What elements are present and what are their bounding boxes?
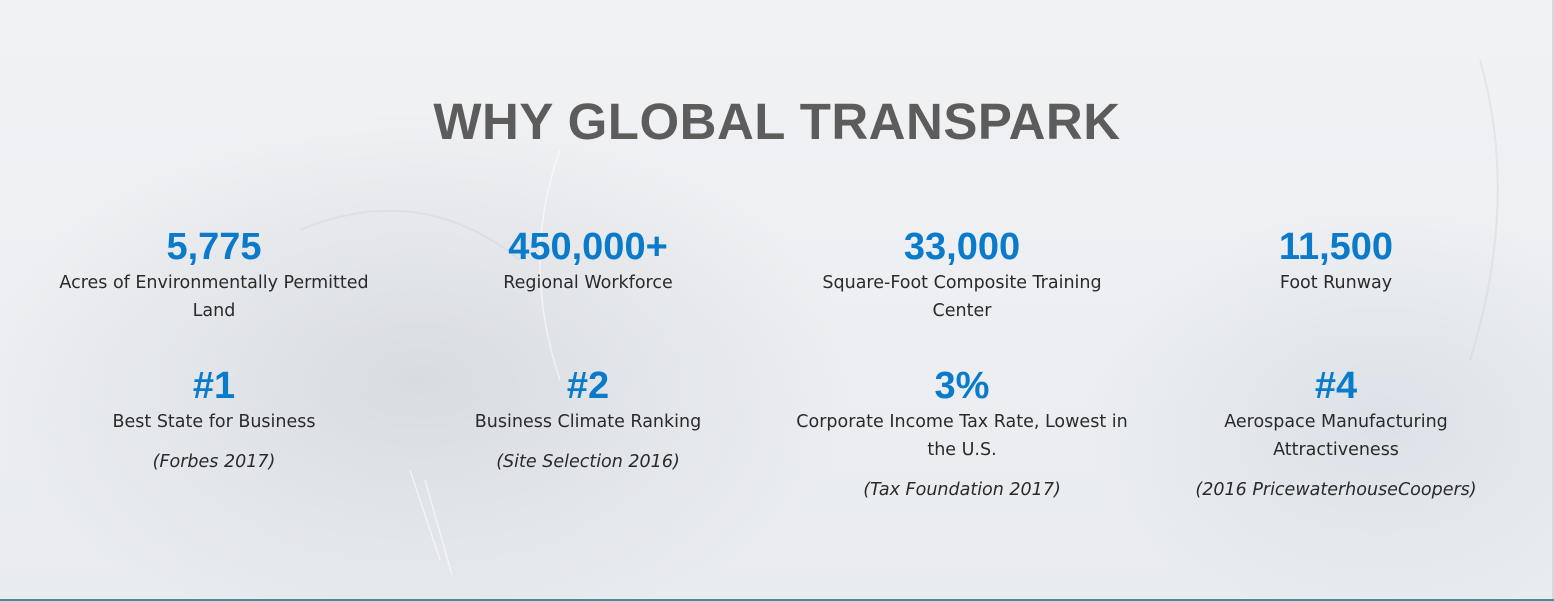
stat-label: Aerospace Manufacturing Attractiveness xyxy=(1224,412,1448,460)
stat-workforce: 450,000+ Regional Workforce xyxy=(418,227,758,297)
stat-tax-rate: 3% Corporate Income Tax Rate, Lowest in … xyxy=(792,366,1132,502)
stat-label: Regional Workforce xyxy=(503,273,673,293)
stat-label: Foot Runway xyxy=(1279,273,1393,293)
stat-value: 5,775 xyxy=(166,226,262,268)
stat-training-center: 33,000 Square-Foot Composite Training Ce… xyxy=(792,227,1132,325)
stat-acres: 5,775 Acres of Environmentally Permitted… xyxy=(44,227,384,325)
stat-best-state: #1 Best State for Business (Forbes 2017) xyxy=(44,366,384,474)
stat-label: Corporate Income Tax Rate, Lowest in the… xyxy=(796,412,1128,460)
section-title: WHY GLOBAL TRANSPARK xyxy=(433,93,1121,150)
stat-business-climate: #2 Business Climate Ranking (Site Select… xyxy=(418,366,758,474)
stat-value: #4 xyxy=(1314,365,1358,407)
stat-label: Acres of Environmentally Permitted Land xyxy=(59,273,369,321)
stat-aerospace: #4 Aerospace Manufacturing Attractivenes… xyxy=(1166,366,1506,502)
stat-value: #2 xyxy=(566,365,610,407)
stat-source: (Forbes 2017) xyxy=(152,452,276,472)
stat-value: 3% xyxy=(934,365,990,407)
stat-source: (Tax Foundation 2017) xyxy=(863,480,1061,500)
stat-value: 11,500 xyxy=(1278,226,1394,268)
stat-label: Best State for Business xyxy=(112,412,316,432)
stat-source: (2016 PricewaterhouseCoopers) xyxy=(1195,480,1477,500)
bottom-divider xyxy=(0,599,1554,601)
stat-label: Square-Foot Composite Training Center xyxy=(822,273,1102,321)
right-edge-border xyxy=(1552,0,1554,601)
stat-label: Business Climate Ranking xyxy=(474,412,702,432)
stat-source: (Site Selection 2016) xyxy=(496,452,680,472)
stat-value: 450,000+ xyxy=(508,226,668,268)
stat-value: 33,000 xyxy=(903,226,1021,268)
stat-value: #1 xyxy=(192,365,236,407)
stat-runway: 11,500 Foot Runway xyxy=(1166,227,1506,297)
